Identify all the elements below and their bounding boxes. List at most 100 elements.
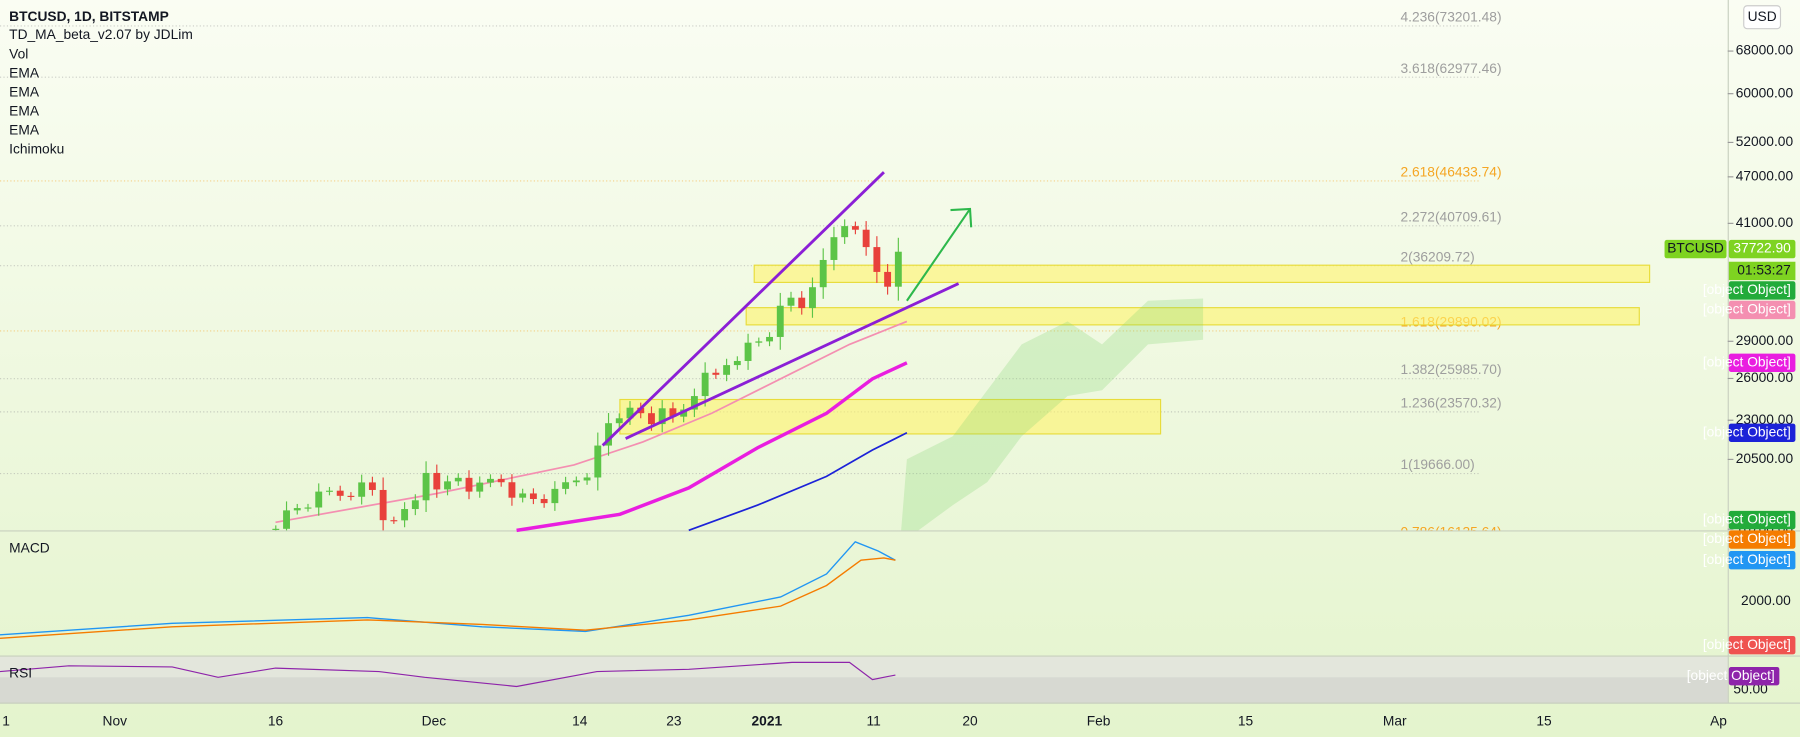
- candle: [293, 508, 301, 511]
- indicator-name: EMA: [9, 84, 40, 99]
- y-tick-label: 29000.00: [1736, 333, 1794, 348]
- candle: [583, 477, 591, 481]
- candle: [487, 478, 494, 483]
- price-badge: [1728, 635, 1796, 655]
- x-tick-label: 1: [2, 714, 10, 729]
- macd-line: [0, 541, 896, 636]
- panel-title: RSI: [9, 665, 32, 680]
- x-tick-label: 2021: [752, 714, 783, 729]
- y-tick-label: 60000.00: [1736, 85, 1794, 100]
- candle: [648, 413, 655, 425]
- price-badge-label: [object Object]: [1703, 282, 1791, 297]
- candle: [401, 509, 409, 521]
- price-badge: [1728, 666, 1780, 686]
- candle: [572, 480, 580, 483]
- candle: [723, 365, 731, 375]
- price-badge-label: [object Object]: [1703, 552, 1791, 567]
- x-tick-label: Dec: [422, 714, 447, 729]
- candle: [594, 445, 602, 478]
- fib-label: 0.786(16135.64): [1401, 525, 1502, 540]
- y-tick-label: 52000.00: [1736, 134, 1794, 149]
- candle: [497, 478, 505, 483]
- candle: [562, 482, 570, 489]
- x-tick-label: Feb: [1087, 714, 1111, 729]
- candle: [272, 528, 280, 530]
- x-tick-label: Nov: [103, 714, 128, 729]
- fib-label: 4.236(73201.48): [1401, 10, 1502, 25]
- candle: [540, 498, 548, 504]
- indicator-name: EMA: [9, 65, 40, 80]
- fib-label: 2.618(46433.74): [1401, 165, 1502, 180]
- price-badge: [1728, 551, 1796, 570]
- indicator-name: EMA: [9, 123, 40, 138]
- countdown: 01:53:27: [1737, 263, 1791, 278]
- price-badge-label: [object Object]: [1703, 512, 1791, 527]
- candle: [358, 482, 366, 497]
- price-badge: [1728, 423, 1796, 442]
- candle: [551, 488, 559, 504]
- x-tick-label: 15: [1536, 714, 1552, 729]
- x-tick-label: 23: [666, 714, 682, 729]
- countdown-badge: [1728, 261, 1796, 281]
- zone: [619, 398, 1162, 435]
- candle: [304, 507, 312, 509]
- price-badge: [1728, 530, 1796, 549]
- y-tick-label: 20500.00: [1736, 451, 1794, 466]
- x-tick-label: Mar: [1383, 714, 1407, 729]
- candle: [326, 490, 333, 492]
- rsi-line: [0, 661, 896, 688]
- symbol: BTCUSD, 1D, BITSTAMP: [9, 9, 169, 24]
- candle: [454, 477, 462, 482]
- zone: [745, 307, 1640, 326]
- y-tick-label: 41000.00: [1736, 215, 1794, 230]
- candle: [712, 372, 720, 375]
- candle: [658, 408, 666, 425]
- currency-box[interactable]: [1743, 5, 1782, 30]
- x-tick-label: 11: [866, 714, 880, 729]
- y-tick-label: 26000.00: [1736, 370, 1794, 385]
- candle: [379, 489, 387, 521]
- price-badge-label: [object Object]: [1703, 637, 1791, 652]
- y-tick-label: 47000.00: [1736, 168, 1794, 183]
- price-badge: [1728, 239, 1796, 259]
- fib-label: 1.236(23570.32): [1401, 395, 1502, 410]
- candle: [680, 409, 688, 417]
- candle: [766, 336, 773, 342]
- ema-line: [688, 432, 908, 532]
- indicator-name: EMA: [9, 103, 40, 118]
- candle: [690, 396, 698, 410]
- ema-line: [275, 320, 908, 524]
- candle: [615, 418, 623, 424]
- candle: [851, 226, 859, 230]
- candle: [819, 259, 827, 288]
- candle: [841, 226, 849, 238]
- trendline: [601, 171, 885, 447]
- price-badge-label: [object Object]: [1703, 354, 1791, 369]
- arrow: [906, 207, 973, 302]
- candle: [605, 423, 612, 446]
- candle: [411, 500, 419, 510]
- candle: [701, 372, 709, 397]
- candle: [390, 520, 398, 522]
- trendline: [625, 282, 960, 440]
- symbol-badge: [1664, 239, 1727, 259]
- candle: [283, 510, 290, 529]
- candle: [422, 472, 430, 501]
- candle: [433, 472, 441, 490]
- candle: [830, 237, 838, 260]
- x-tick-label: 16: [268, 714, 284, 729]
- candle: [873, 247, 881, 272]
- fib-label: 1.382(25985.70): [1401, 362, 1502, 377]
- price-badge: [1728, 510, 1796, 530]
- candle: [755, 341, 763, 343]
- rsi-band: [0, 677, 1728, 703]
- x-tick-label: 20: [962, 714, 978, 729]
- ema-line: [516, 361, 908, 533]
- candle: [529, 493, 537, 499]
- candle: [368, 482, 376, 490]
- candle: [476, 482, 484, 492]
- candle: [862, 229, 870, 248]
- currency[interactable]: USD: [1748, 9, 1777, 24]
- y-tick-label: 68000.00: [1736, 43, 1794, 58]
